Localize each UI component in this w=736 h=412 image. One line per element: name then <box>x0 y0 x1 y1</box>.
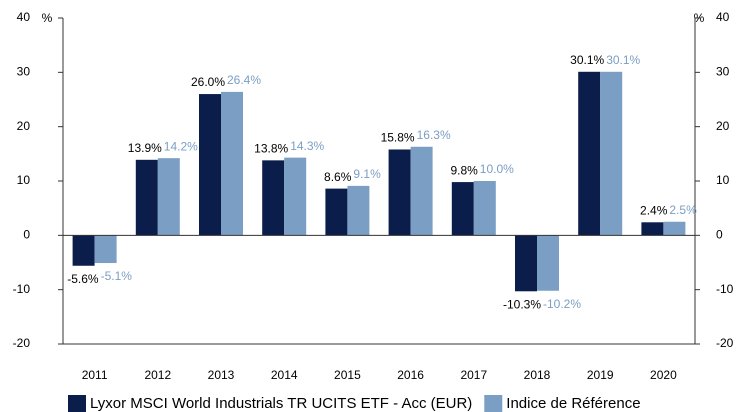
bar <box>600 71 623 236</box>
data-label: -5.6% <box>67 272 99 286</box>
x-tick-label: 2019 <box>587 368 614 382</box>
x-tick-label: 2017 <box>460 368 487 382</box>
y2-tick-label: -20 <box>716 336 734 350</box>
bar <box>473 181 496 236</box>
data-label: 26.4% <box>227 73 261 87</box>
data-label: 15.8% <box>381 131 415 145</box>
y-tick-label: 40 <box>17 10 31 24</box>
data-label: 2.5% <box>669 203 697 217</box>
data-label: 13.8% <box>254 142 288 156</box>
legend-label: Indice de Référence <box>506 395 640 412</box>
data-label: 9.1% <box>353 167 381 181</box>
data-label: 2.4% <box>640 203 668 217</box>
y-tick-label: -20 <box>13 336 31 350</box>
y-tick-label: 20 <box>17 119 31 133</box>
y-tick-label: -10 <box>13 282 31 296</box>
x-tick-label: 2014 <box>271 368 298 382</box>
data-label: 10.0% <box>480 162 514 176</box>
y2-tick-label: 30 <box>716 65 730 79</box>
bar <box>451 182 474 236</box>
bar <box>515 235 537 292</box>
x-tick-label: 2015 <box>334 368 361 382</box>
legend-swatch <box>68 395 86 412</box>
data-label: 13.9% <box>128 141 162 155</box>
bar <box>663 221 686 236</box>
data-label: 9.8% <box>450 163 478 177</box>
y2-tick-label: 40 <box>716 10 730 24</box>
bar <box>388 149 411 236</box>
bar <box>135 159 158 236</box>
y-tick-label: 0 <box>23 228 30 242</box>
data-label: 14.2% <box>164 139 198 153</box>
x-tick-label: 2020 <box>650 368 677 382</box>
y-tick-label: 30 <box>17 65 31 79</box>
x-tick-label: 2012 <box>144 368 171 382</box>
x-tick-label: 2018 <box>524 368 551 382</box>
data-label: 16.3% <box>417 128 451 142</box>
x-tick-label: 2011 <box>82 368 108 382</box>
bar <box>347 185 370 236</box>
bar <box>284 157 307 236</box>
y2-tick-label: 10 <box>716 173 730 187</box>
legend-label: Lyxor MSCI World Industrials TR UCITS ET… <box>90 395 472 412</box>
x-tick-label: 2013 <box>208 368 235 382</box>
y-unit: % <box>42 11 53 25</box>
bar <box>262 160 285 236</box>
data-label: 30.1% <box>606 53 640 67</box>
data-label: 8.6% <box>324 170 352 184</box>
bar <box>94 235 117 264</box>
y2-tick-label: 20 <box>716 119 730 133</box>
x-tick-label: 2016 <box>397 368 424 382</box>
data-label: 30.1% <box>570 53 604 67</box>
bar <box>641 222 664 236</box>
bar <box>325 188 348 236</box>
bar <box>578 71 601 236</box>
data-label: -10.3% <box>503 297 541 311</box>
bar <box>157 158 180 236</box>
data-label: 14.3% <box>290 139 324 153</box>
y2-tick-label: -10 <box>716 282 734 296</box>
data-label: 26.0% <box>191 75 225 89</box>
bar <box>410 146 433 236</box>
y-tick-label: 10 <box>17 173 31 187</box>
legend-swatch <box>484 395 503 412</box>
bar <box>72 235 95 266</box>
bar <box>537 235 559 291</box>
bar <box>199 94 221 236</box>
bar <box>221 91 243 236</box>
y2-tick-label: 0 <box>716 228 723 242</box>
data-label: -10.2% <box>543 297 581 311</box>
data-label: -5.1% <box>101 269 133 283</box>
